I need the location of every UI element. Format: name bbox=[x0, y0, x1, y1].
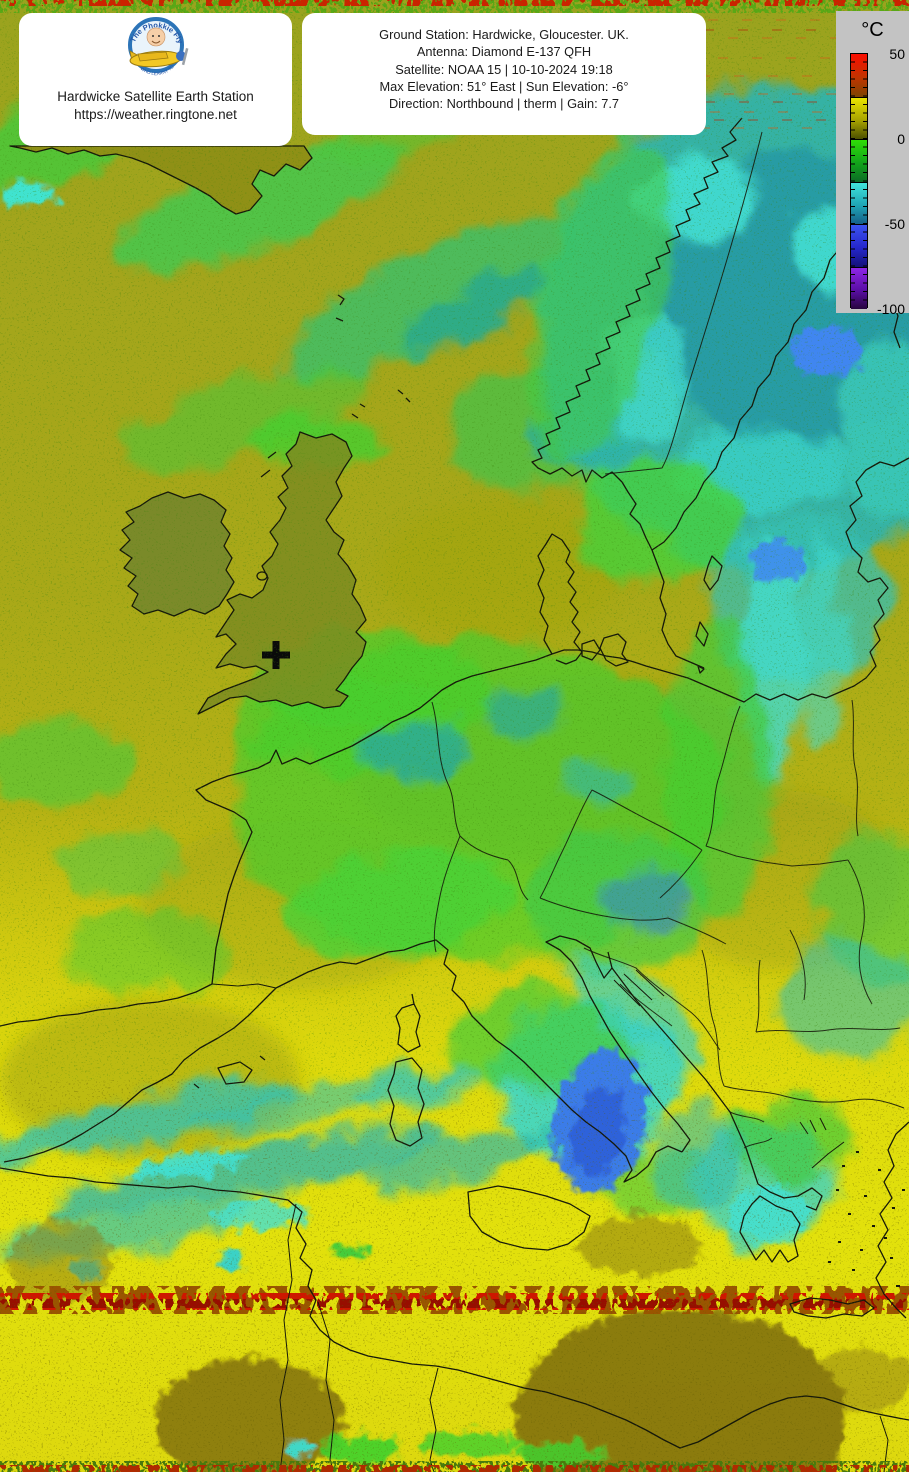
colorbar-ticks-right bbox=[863, 54, 867, 307]
scale-label-minus100: -100 bbox=[876, 301, 905, 317]
logo-propeller bbox=[181, 47, 188, 66]
scale-label-minus50: -50 bbox=[884, 216, 905, 232]
colorbar-ticks-left bbox=[851, 54, 855, 307]
info-direction: Direction: Northbound | therm | Gain: 7.… bbox=[389, 96, 619, 112]
temperature-scale-panel: °C 50 0 -50 -100 bbox=[836, 11, 909, 317]
pass-info-card: Ground Station: Hardwicke, Gloucester. U… bbox=[302, 13, 706, 135]
station-card: The Phokkie Flyer WHO LEARNT TO FLY Hard… bbox=[19, 8, 292, 146]
scale-unit-label: °C bbox=[861, 19, 884, 41]
scale-label-50: 50 bbox=[889, 46, 905, 62]
info-ground-station: Ground Station: Hardwicke, Gloucester. U… bbox=[379, 27, 629, 42]
logo-plane-wing bbox=[136, 51, 169, 62]
temperature-colorbar bbox=[850, 53, 868, 309]
logo-face bbox=[146, 27, 165, 47]
scale-label-0: 0 bbox=[897, 131, 905, 147]
logo-hair bbox=[146, 27, 165, 32]
info-elevation: Max Elevation: 51° East | Sun Elevation:… bbox=[379, 78, 629, 94]
station-title: Hardwicke Satellite Earth Station bbox=[57, 89, 254, 104]
station-logo: The Phokkie Flyer WHO LEARNT TO FLY bbox=[105, 8, 188, 76]
info-satellite: Satellite: NOAA 15 | 10-10-2024 19:18 bbox=[395, 61, 613, 77]
info-antenna: Antenna: Diamond E-137 QFH bbox=[416, 44, 592, 60]
station-url[interactable]: https://weather.ringtone.net bbox=[74, 107, 237, 122]
